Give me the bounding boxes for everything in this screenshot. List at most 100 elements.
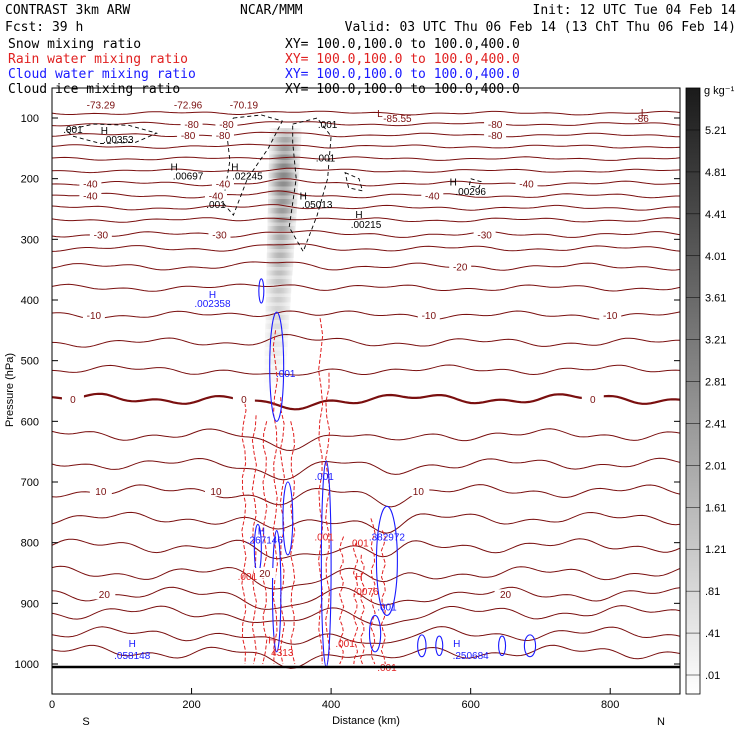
isotherm-label: -40 bbox=[519, 180, 534, 191]
colorbar-tick-label: .41 bbox=[705, 628, 720, 640]
x-tick-label: 800 bbox=[601, 699, 619, 711]
cloud-water-label: .267146 bbox=[247, 536, 284, 547]
cloud-water-contour bbox=[523, 634, 537, 658]
isotherm-label-bg bbox=[79, 190, 102, 201]
cloud-water-label: H bbox=[209, 290, 216, 301]
rain-contour bbox=[339, 536, 345, 665]
snow-shade-segment bbox=[272, 281, 286, 292]
y-tick-label: 700 bbox=[21, 477, 39, 489]
isotherm-label: -30 bbox=[212, 230, 227, 241]
cloud-ice-label: .02245 bbox=[232, 172, 263, 183]
init-time: Init: 12 UTC Tue 04 Feb 14 bbox=[533, 3, 737, 18]
snow-shade-segment bbox=[269, 379, 280, 390]
isotherm-label-bg bbox=[79, 178, 102, 189]
cloud-ice-label: H bbox=[300, 192, 307, 203]
plot-frame bbox=[51, 87, 681, 695]
isotherm-line bbox=[52, 586, 680, 610]
isotherm-label: -10 bbox=[422, 311, 437, 322]
isotherm-line bbox=[52, 243, 680, 252]
isotherm-line bbox=[52, 230, 680, 238]
y-tick-label: 800 bbox=[21, 538, 39, 550]
snow-shade-segment bbox=[277, 147, 293, 158]
cloud-ice-label: .00697 bbox=[173, 172, 204, 183]
cloud-ice-label: .00215 bbox=[351, 220, 382, 231]
rain-water-contours bbox=[241, 318, 387, 665]
cloud-ice-label: .001 bbox=[206, 200, 226, 211]
isotherm-label-bg bbox=[253, 568, 276, 578]
isotherm-line bbox=[52, 131, 680, 138]
isotherm-label: -30 bbox=[477, 230, 492, 241]
isotherm-label-bg bbox=[484, 129, 507, 140]
cloud-ice-label: H bbox=[101, 126, 108, 137]
isotherm-label: -30 bbox=[94, 230, 109, 241]
isotherm-line bbox=[52, 204, 680, 211]
snow-shade-segment bbox=[273, 254, 287, 265]
isotherm-line bbox=[52, 156, 680, 161]
cloud-ice-contour bbox=[468, 178, 482, 189]
isotherm-label-bg bbox=[211, 129, 234, 140]
isotherm-label-bg bbox=[61, 393, 84, 404]
snow-shade-segment bbox=[269, 361, 281, 372]
field-xy: XY= 100.0,100.0 to 100.0,400.0 bbox=[285, 37, 520, 52]
field-name: Cloud water mixing ratio bbox=[8, 67, 196, 82]
model-title: CONTRAST 3km ARW bbox=[5, 3, 130, 18]
isotherm-line bbox=[52, 178, 680, 187]
plot-area: -80 -80 -80-80 -80 -80-40 -40 -40-40 -40 -40-30-… bbox=[52, 101, 680, 674]
isotherm-line bbox=[52, 283, 680, 292]
cloud-ice-label: .05013 bbox=[302, 200, 333, 211]
colorbar-tick-label: 4.41 bbox=[705, 209, 726, 221]
cloud-ice-label: .00353 bbox=[103, 135, 134, 146]
isotherm-label-bg bbox=[494, 589, 517, 600]
isotherm-label-bg bbox=[89, 229, 112, 240]
isotherm-label-bg bbox=[89, 486, 112, 497]
isotherm-label: 0 bbox=[70, 395, 76, 406]
y-tick-label: 600 bbox=[21, 416, 39, 428]
rain-label: .001 bbox=[238, 572, 258, 583]
cloud-water-label: .250684 bbox=[453, 651, 490, 662]
colorbar-tick-label: 2.41 bbox=[705, 418, 726, 430]
isotherm-label: -10 bbox=[603, 311, 618, 322]
snow-shade-segment bbox=[272, 272, 286, 283]
isotherm-line bbox=[52, 333, 680, 348]
valid-time: Valid: 03 UTC Thu 06 Feb 14 (13 ChT Thu … bbox=[345, 20, 736, 35]
field-name: Cloud ice mixing ratio bbox=[8, 82, 180, 97]
rain-contour bbox=[318, 318, 324, 665]
isotherm-line bbox=[52, 121, 680, 127]
colorbar-ramp bbox=[685, 87, 701, 695]
rain-contour bbox=[279, 397, 285, 665]
rain-contour bbox=[241, 397, 247, 665]
y-tick-label: 300 bbox=[21, 234, 39, 246]
isotherm-label-bg bbox=[211, 178, 234, 189]
isotherm-label: -80 bbox=[488, 131, 503, 142]
colorbar-tick-label: 2.81 bbox=[705, 377, 726, 389]
cloud-ice-label: .001 bbox=[63, 125, 83, 136]
isotherm-label: -20 bbox=[453, 263, 468, 274]
cloud-water-contour bbox=[368, 614, 382, 653]
colorbar-tick-label: .01 bbox=[705, 670, 720, 682]
rain-contour bbox=[262, 421, 268, 665]
cloud-water-label: H bbox=[258, 527, 265, 538]
rain-contour bbox=[380, 530, 387, 665]
field-legend: Snow mixing ratio XY= 100.0,100.0 to 100.… bbox=[8, 37, 520, 97]
rain-label: H bbox=[268, 636, 275, 647]
forecast-hour: Fcst: 39 h bbox=[5, 20, 83, 35]
snow-shade-segment bbox=[272, 290, 285, 301]
colorbar-tick-label: 3.21 bbox=[705, 335, 726, 347]
rain-contour bbox=[352, 542, 359, 665]
snow-shade-segment bbox=[273, 245, 288, 256]
isotherm-line bbox=[52, 644, 680, 669]
x-tick-label: 200 bbox=[182, 699, 200, 711]
field-name: Rain water mixing ratio bbox=[8, 52, 188, 67]
center-title: NCAR/MMM bbox=[240, 3, 303, 18]
cloud-water-label: .001 bbox=[314, 472, 334, 483]
isotherm-label-bg bbox=[215, 119, 238, 130]
isotherm-label-bg bbox=[473, 229, 496, 240]
isotherm-label: -40 bbox=[83, 192, 98, 203]
cloud-water-contour bbox=[498, 635, 507, 657]
rain-contour bbox=[324, 372, 331, 665]
cloud-water-label: .382972 bbox=[369, 533, 406, 544]
isotherm-label-bg bbox=[407, 486, 430, 497]
x-end-label-south: S bbox=[82, 716, 89, 728]
